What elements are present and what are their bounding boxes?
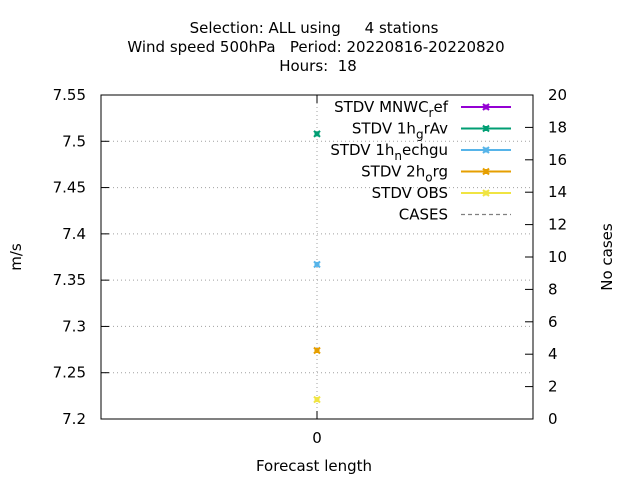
y2-tick-label: 20 (548, 86, 567, 104)
x-tick-label: 0 (312, 429, 322, 447)
y-tick-label: 7.35 (53, 271, 86, 289)
legend-entry: STDV 1hgrAv (352, 120, 511, 142)
legend-entry: CASES (399, 206, 511, 224)
y-tick-label: 7.25 (53, 364, 86, 382)
y-tick-label: 7.3 (62, 317, 86, 335)
y2-tick-label: 2 (548, 378, 558, 396)
y2-tick-label: 16 (548, 151, 567, 169)
legend-label: CASES (399, 206, 448, 224)
y2-tick-label: 4 (548, 345, 558, 363)
legend-label: STDV OBS (372, 184, 448, 202)
legend-entry: STDV MNWCref (334, 98, 511, 120)
y-axis-label: m/s (7, 243, 25, 271)
data-points (313, 130, 321, 404)
y2-tick-label: 8 (548, 280, 558, 298)
legend-entry: STDV 2horg (361, 163, 511, 185)
chart-title-line-3: Hours: 18 (279, 57, 357, 75)
legend-label: STDV MNWCref (334, 98, 449, 120)
y2-tick-label: 10 (548, 248, 567, 266)
data-point (313, 395, 321, 404)
legend-marker (482, 124, 490, 133)
legend-entry: STDV OBS (372, 184, 511, 202)
legend-marker (482, 146, 490, 154)
legend-label: STDV 1hnechgu (330, 141, 448, 163)
y2-tick-label: 0 (548, 410, 558, 428)
y-tick-label: 7.2 (62, 410, 86, 428)
data-point (313, 346, 321, 355)
x-axis-label: Forecast length (256, 457, 372, 475)
y2-tick-label: 6 (548, 313, 558, 331)
data-point (313, 260, 321, 269)
ticks: 7.2 7.25 7.3 7.35 7.4 7.45 7.5 7.55 0 2 4 6 8 10 12 14 1… (53, 86, 568, 447)
y-tick-label: 7.45 (53, 179, 86, 197)
y2-tick-label: 18 (548, 118, 567, 136)
plot-border (100, 94, 534, 420)
chart-title-line-1: Selection: ALL using 4 stations (190, 19, 439, 37)
legend-label: STDV 2horg (361, 163, 448, 185)
legend-entry: STDV 1hnechgu (330, 141, 511, 163)
chart-title-line-2: Wind speed 500hPa Period: 20220816-20220… (127, 38, 504, 56)
y2-tick-label: 12 (548, 216, 567, 234)
y-tick-label: 7.5 (62, 132, 86, 150)
grid (101, 95, 533, 419)
legend-marker (482, 167, 490, 176)
y-tick-label: 7.4 (62, 225, 86, 243)
y2-tick-label: 14 (548, 183, 567, 201)
legend-marker (482, 189, 490, 197)
legend-label: STDV 1hgrAv (352, 120, 448, 142)
legend-marker (482, 103, 490, 111)
y2-axis-label: No cases (598, 223, 616, 291)
data-point (313, 130, 321, 138)
y-tick-label: 7.55 (53, 86, 86, 104)
